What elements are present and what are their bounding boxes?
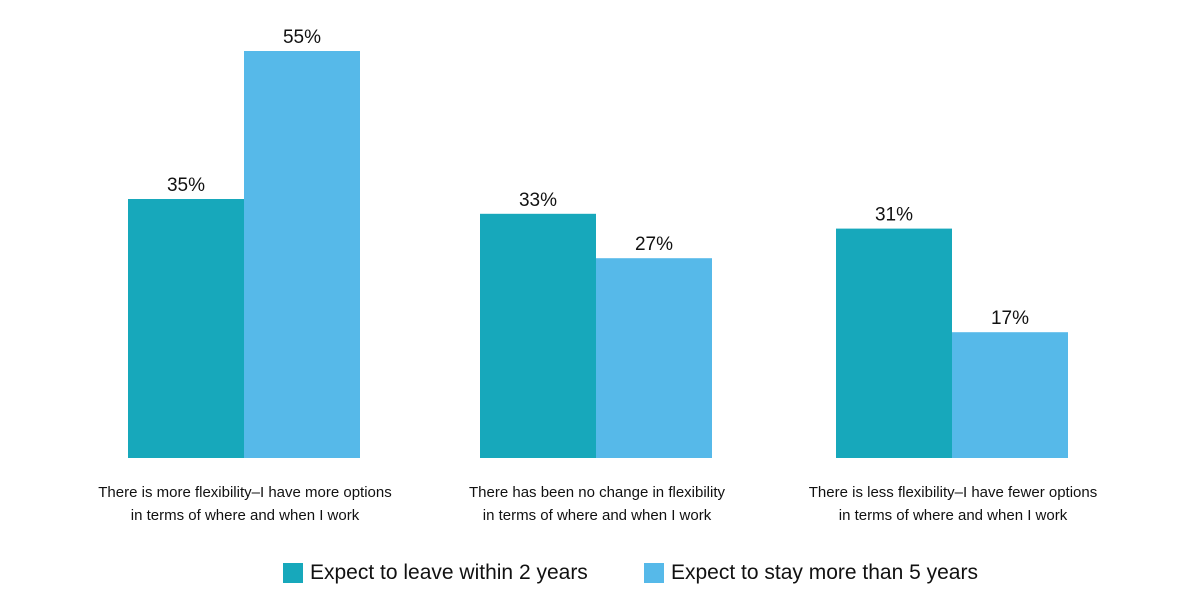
- legend-label-leave: Expect to leave within 2 years: [310, 561, 588, 584]
- bar-series1-cat2: [480, 213, 596, 458]
- value-label-series2-cat3: 17%: [991, 308, 1029, 329]
- legend: Expect to leave within 2 years Expect to…: [0, 556, 1200, 590]
- category-label-2-line2: in terms of where and when I work: [483, 507, 712, 524]
- legend-item-stay: Expect to stay more than 5 years: [644, 556, 978, 590]
- value-label-series1-cat1: 35%: [167, 175, 205, 196]
- value-label-series2-cat2: 27%: [635, 234, 673, 255]
- legend-label-stay: Expect to stay more than 5 years: [671, 561, 978, 584]
- bars-group: [128, 51, 1068, 458]
- bar-series2-cat2: [596, 258, 712, 458]
- category-label-3-line2: in terms of where and when I work: [839, 507, 1068, 524]
- category-label-1-line1: There is more flexibility–I have more op…: [98, 484, 391, 501]
- value-labels-group: 35% 33% 31% 55% 27% 17%: [167, 27, 1029, 329]
- category-label-2-line1: There has been no change in flexibility: [469, 484, 725, 501]
- category-labels-group: There is more flexibility–I have more op…: [98, 484, 1097, 524]
- bar-series2-cat1: [244, 51, 360, 458]
- category-label-1-line2: in terms of where and when I work: [131, 507, 360, 524]
- value-label-series2-cat1: 55%: [283, 27, 321, 48]
- bar-series1-cat1: [128, 199, 244, 458]
- bar-series1-cat3: [836, 228, 952, 458]
- value-label-series1-cat3: 31%: [875, 205, 913, 226]
- legend-item-leave: Expect to leave within 2 years: [283, 556, 588, 590]
- bar-series2-cat3: [952, 332, 1068, 458]
- value-label-series1-cat2: 33%: [519, 190, 557, 211]
- legend-swatch-leave: [283, 563, 303, 583]
- category-label-3-line1: There is less flexibility–I have fewer o…: [809, 484, 1097, 501]
- legend-swatch-stay: [644, 563, 664, 583]
